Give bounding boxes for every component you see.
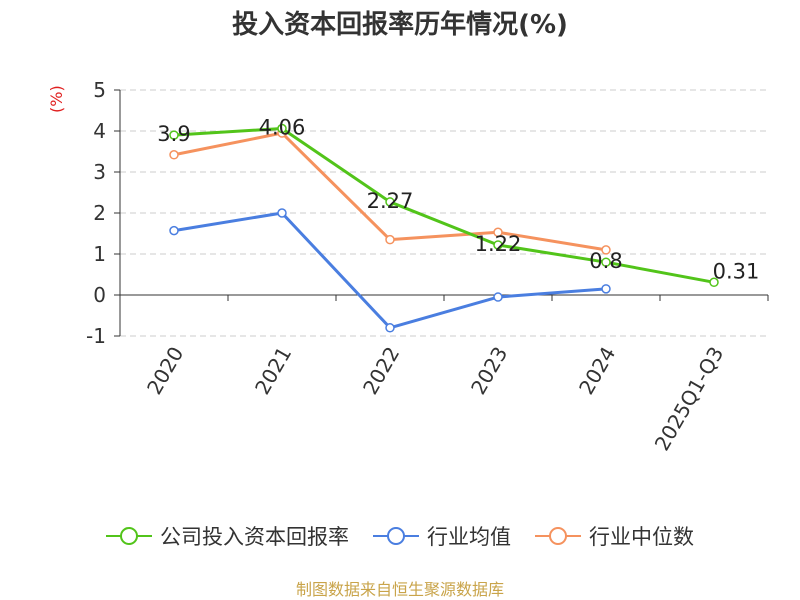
legend-marker-industry-median <box>535 527 581 545</box>
x-tick-label: 2023 <box>466 343 512 399</box>
legend-item-industry-median[interactable]: 行业中位数 <box>535 521 694 551</box>
legend-item-company[interactable]: 公司投入资本回报率 <box>106 521 349 551</box>
data-point-0 <box>169 130 179 140</box>
data-point-1 <box>385 323 395 333</box>
data-label: 0.8 <box>589 249 622 273</box>
legend-label-company: 公司投入资本回报率 <box>160 525 349 549</box>
legend: 公司投入资本回报率 行业均值 行业中位数 <box>0 521 800 551</box>
x-tick-label: 2025Q1-Q3 <box>650 343 729 455</box>
x-tick-label: 2022 <box>358 343 404 399</box>
data-point-1 <box>493 292 503 302</box>
legend-item-industry-avg[interactable]: 行业均值 <box>373 521 511 551</box>
data-point-0 <box>385 197 395 207</box>
x-tick-label: 2024 <box>574 343 620 399</box>
legend-marker-company <box>106 527 152 545</box>
data-point-0 <box>277 123 287 134</box>
y-tick-label: 4 <box>93 119 106 143</box>
data-point-2 <box>493 227 503 238</box>
y-tick-label: 5 <box>93 78 106 102</box>
chart-title: 投入资本回报率历年情况(%) <box>232 10 568 40</box>
y-tick-label: 3 <box>93 160 106 184</box>
data-label: 2.27 <box>367 189 414 213</box>
data-source: 制图数据来自恒生聚源数据库 <box>295 580 504 599</box>
legend-marker-industry-avg <box>373 527 419 545</box>
series-line-1 <box>173 211 607 330</box>
data-point-0 <box>601 257 611 267</box>
x-tick-label: 2021 <box>250 343 296 399</box>
line-chart: 5 4 3 2 1 0 -1 2020 2021 2022 2023 2024 2025Q1-Q3 3.9… <box>86 78 769 455</box>
y-tick-label: 0 <box>93 283 106 307</box>
y-tick-label: 1 <box>93 242 106 266</box>
data-point-1 <box>601 284 611 294</box>
y-tick-label: 2 <box>93 201 106 225</box>
data-point-2 <box>385 234 395 245</box>
data-label: 1.22 <box>475 232 522 256</box>
legend-label-industry-avg: 行业均值 <box>427 525 511 549</box>
data-point-0 <box>709 277 719 288</box>
y-tick-label: -1 <box>86 324 106 348</box>
data-point-1 <box>277 208 287 218</box>
x-tick-label: 2020 <box>142 343 188 399</box>
series-line-0 <box>173 127 715 284</box>
data-point-2 <box>169 150 179 160</box>
data-label: 0.31 <box>713 259 760 283</box>
data-point-1 <box>169 225 179 236</box>
legend-label-industry-median: 行业中位数 <box>589 525 694 549</box>
data-point-0 <box>493 240 503 250</box>
data-point-2 <box>601 245 611 255</box>
data-label: 3.9 <box>157 122 190 146</box>
data-label: 4.06 <box>259 116 306 140</box>
